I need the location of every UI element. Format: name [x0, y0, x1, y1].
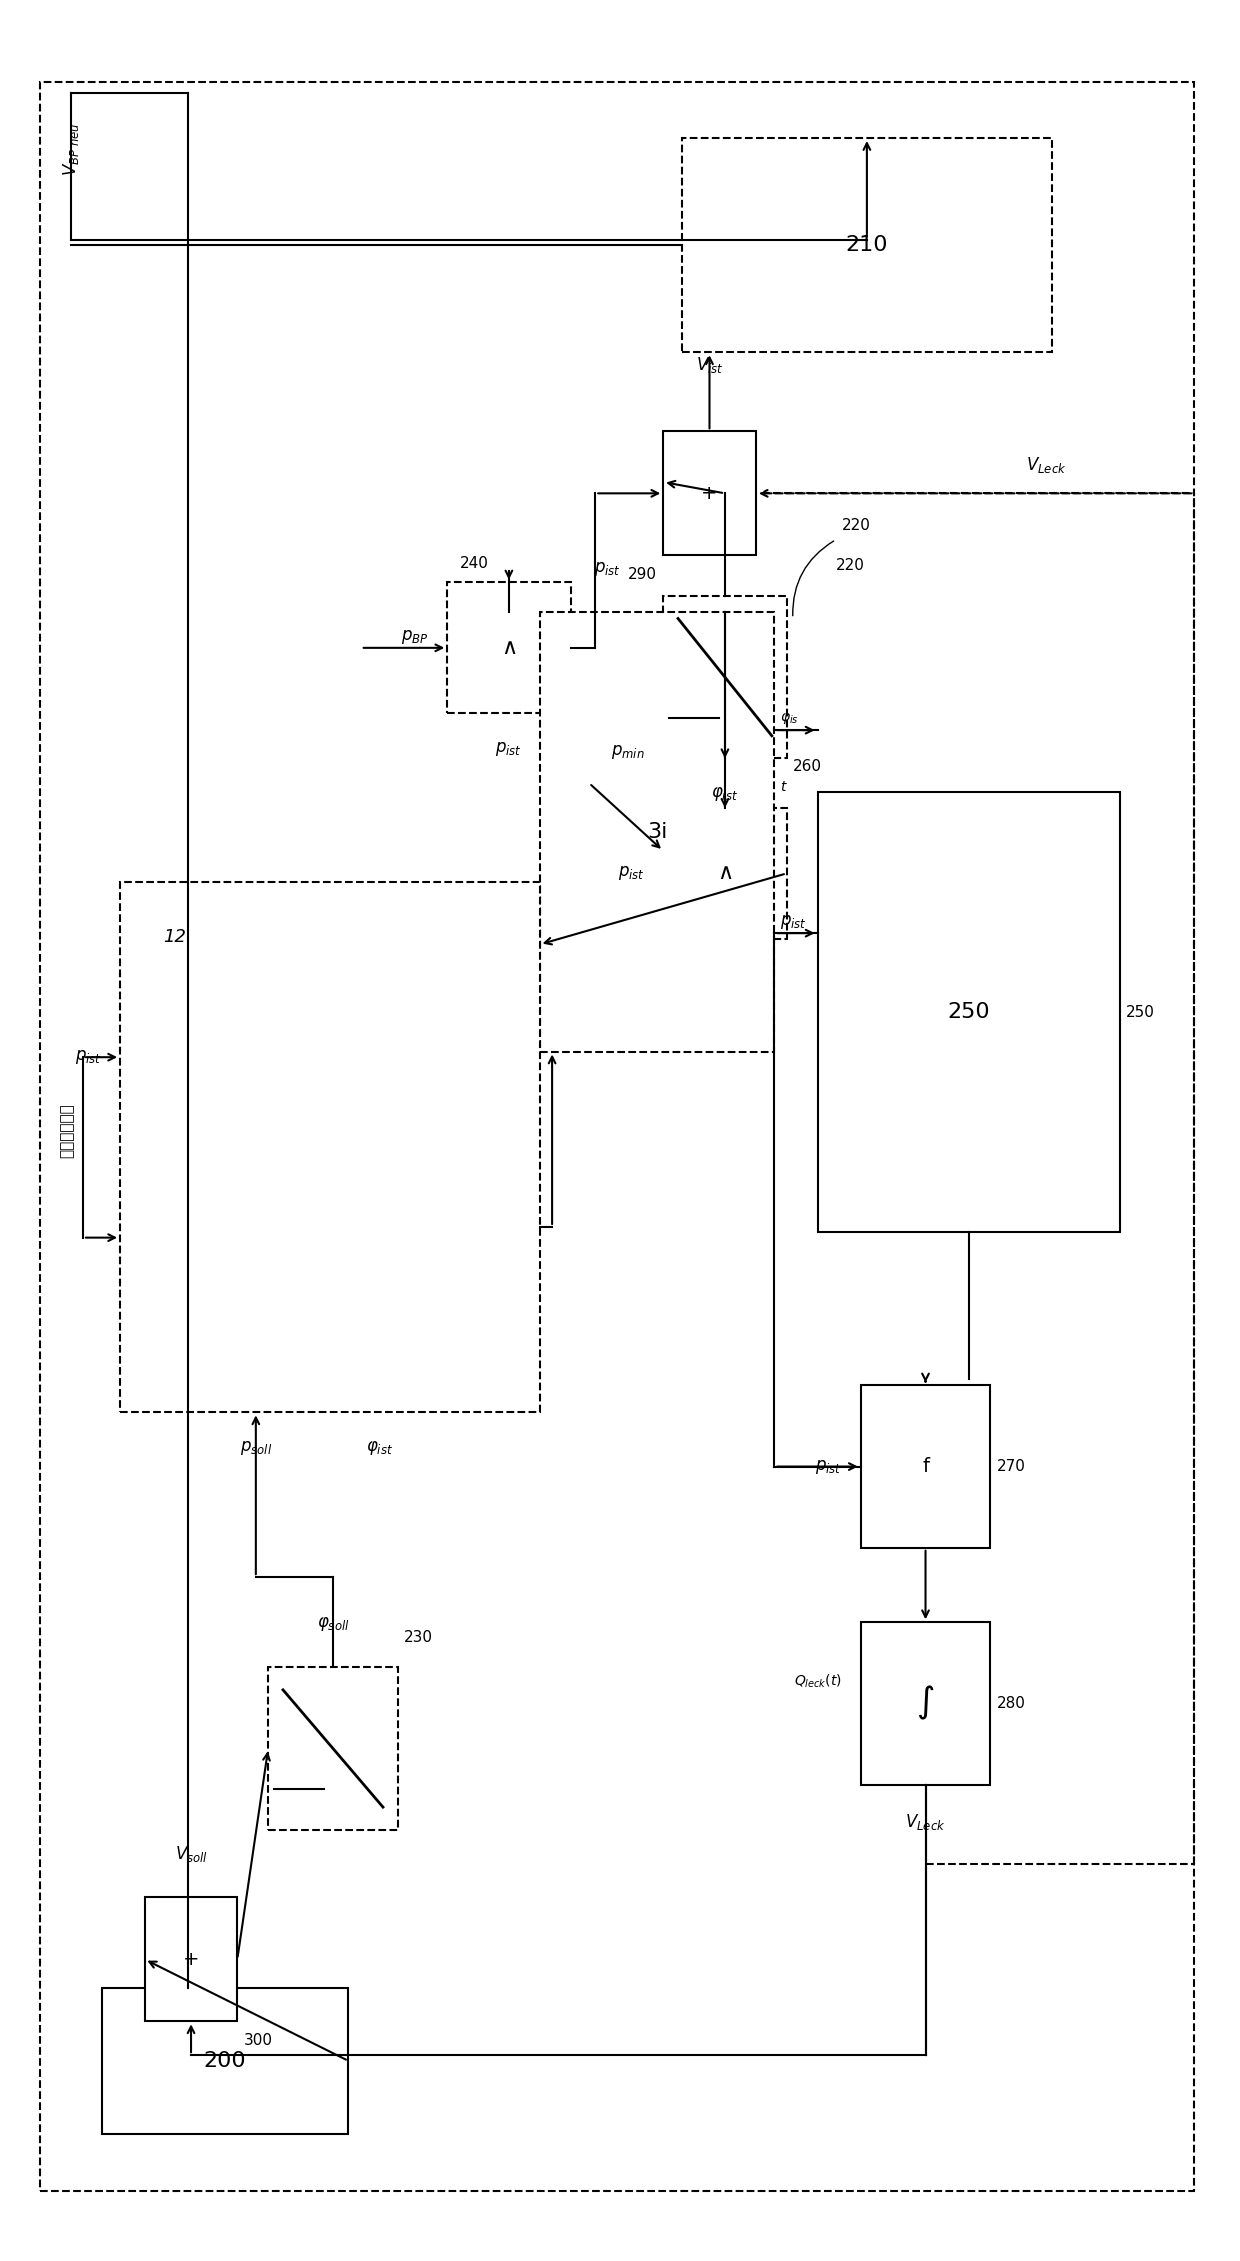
Text: 220: 220 — [836, 558, 866, 574]
Bar — [120, 882, 539, 1413]
Text: $\varphi_{ist}$: $\varphi_{ist}$ — [712, 785, 739, 803]
Bar — [663, 807, 786, 938]
Text: $\wedge$: $\wedge$ — [717, 864, 733, 884]
Text: $p_{ist}$: $p_{ist}$ — [618, 864, 645, 882]
Text: $p_{ist}$: $p_{ist}$ — [74, 1049, 102, 1067]
Bar — [102, 1987, 348, 2134]
Text: 290: 290 — [627, 568, 657, 581]
Text: 250: 250 — [947, 1002, 990, 1022]
Text: $p_{ist}$: $p_{ist}$ — [780, 913, 807, 932]
Bar — [448, 583, 570, 712]
Text: $\varphi_{is}$: $\varphi_{is}$ — [780, 712, 800, 726]
Text: $t$: $t$ — [780, 780, 789, 794]
Text: 250: 250 — [1126, 1004, 1154, 1020]
Text: $p_{soll}$: $p_{soll}$ — [239, 1440, 272, 1458]
Text: f: f — [923, 1456, 929, 1476]
Text: $p_{ist}$: $p_{ist}$ — [816, 1458, 842, 1476]
Text: $V_{Leck}$: $V_{Leck}$ — [1025, 454, 1066, 475]
Text: 240: 240 — [460, 556, 489, 572]
Bar — [861, 1386, 991, 1549]
Text: $V_{Leck}$: $V_{Leck}$ — [905, 1811, 946, 1831]
Text: 控制类型选择: 控制类型选择 — [60, 1103, 74, 1158]
Text: $\int$: $\int$ — [916, 1684, 935, 1723]
Text: 260: 260 — [792, 760, 822, 773]
Text: $V_{ist}$: $V_{ist}$ — [696, 355, 723, 375]
Text: 3i: 3i — [647, 821, 667, 841]
Text: $\varphi_{ist}$: $\varphi_{ist}$ — [366, 1440, 393, 1458]
Text: 230: 230 — [404, 1630, 433, 1644]
Text: $p_{ist}$: $p_{ist}$ — [496, 739, 522, 757]
Text: 280: 280 — [997, 1696, 1025, 1712]
Bar — [539, 613, 774, 1051]
Bar — [817, 791, 1120, 1232]
Text: 220: 220 — [842, 518, 870, 534]
Text: $Q_{leck}(t)$: $Q_{leck}(t)$ — [794, 1673, 842, 1689]
Text: +: + — [702, 484, 718, 502]
Bar — [861, 1621, 991, 1784]
Text: +: + — [182, 1949, 200, 1969]
Bar — [663, 432, 756, 556]
Bar — [663, 597, 786, 757]
Text: $p_{min}$: $p_{min}$ — [611, 742, 645, 760]
Text: $V_{BP\ neu}$: $V_{BP\ neu}$ — [61, 122, 81, 176]
Text: 200: 200 — [203, 2051, 247, 2071]
Bar — [145, 1897, 237, 2021]
Text: 270: 270 — [997, 1458, 1025, 1474]
Text: $p_{BP}$: $p_{BP}$ — [401, 629, 429, 647]
Text: 12: 12 — [164, 927, 186, 945]
Text: $V_{soll}$: $V_{soll}$ — [175, 1843, 207, 1863]
Text: $\varphi_{soll}$: $\varphi_{soll}$ — [316, 1614, 350, 1632]
Bar — [268, 1666, 398, 1829]
Text: $p_{ist}$: $p_{ist}$ — [594, 561, 621, 579]
Text: 210: 210 — [846, 235, 888, 255]
Text: $\wedge$: $\wedge$ — [501, 638, 517, 658]
Text: 300: 300 — [243, 2033, 273, 2048]
Bar — [682, 138, 1052, 353]
